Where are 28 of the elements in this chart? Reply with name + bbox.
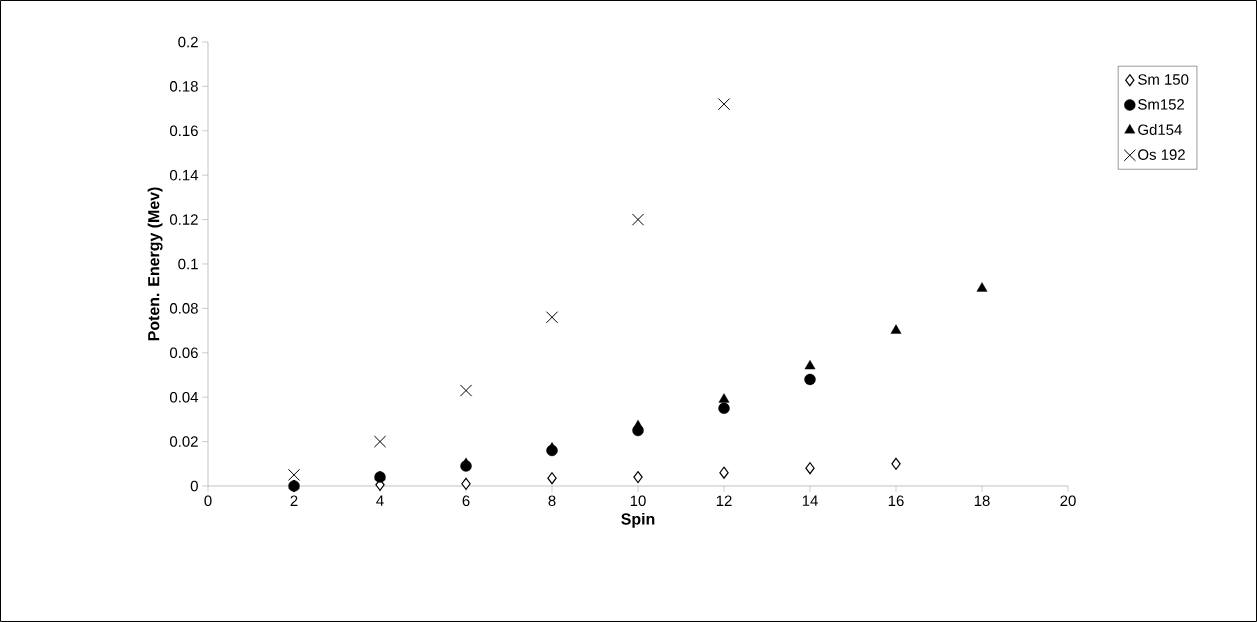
y-tick-label: 0.1 bbox=[178, 258, 198, 270]
legend-label: Sm 150 bbox=[1138, 74, 1189, 85]
y-tick-label: 0.04 bbox=[169, 391, 199, 403]
y-tick-label: 0.2 bbox=[178, 36, 198, 48]
x-tick-label: 12 bbox=[716, 495, 732, 506]
x-tick-label: 4 bbox=[376, 495, 384, 506]
y-tick-label: 0 bbox=[190, 480, 198, 492]
y-tick-label: 0.08 bbox=[169, 303, 198, 314]
y-tick-label: 0.14 bbox=[169, 169, 199, 181]
x-tick-label: 0 bbox=[204, 495, 212, 507]
x-tick-label: 14 bbox=[802, 495, 818, 506]
x-axis-title: Spin bbox=[621, 512, 655, 528]
y-axis-title: Poten. Energy (Mev) bbox=[147, 187, 163, 341]
y-tick-label: 0.16 bbox=[169, 125, 198, 137]
x-tick-label: 6 bbox=[462, 495, 470, 507]
x-tick-label: 20 bbox=[1060, 495, 1076, 507]
y-tick-label: 0.02 bbox=[169, 436, 198, 447]
x-tick-label: 8 bbox=[548, 495, 556, 507]
legend-label: Gd154 bbox=[1138, 124, 1182, 135]
x-tick-label: 2 bbox=[290, 495, 298, 506]
y-tick-label: 0.12 bbox=[169, 214, 198, 225]
y-tick-label: 0.06 bbox=[169, 347, 198, 359]
x-tick-label: 16 bbox=[888, 495, 904, 507]
x-tick-label: 18 bbox=[974, 495, 990, 507]
y-tick-label: 0.18 bbox=[169, 81, 198, 92]
legend-label: Sm152 bbox=[1138, 99, 1185, 110]
x-tick-label: 10 bbox=[630, 495, 646, 507]
legend-label: Os 192 bbox=[1138, 149, 1185, 160]
